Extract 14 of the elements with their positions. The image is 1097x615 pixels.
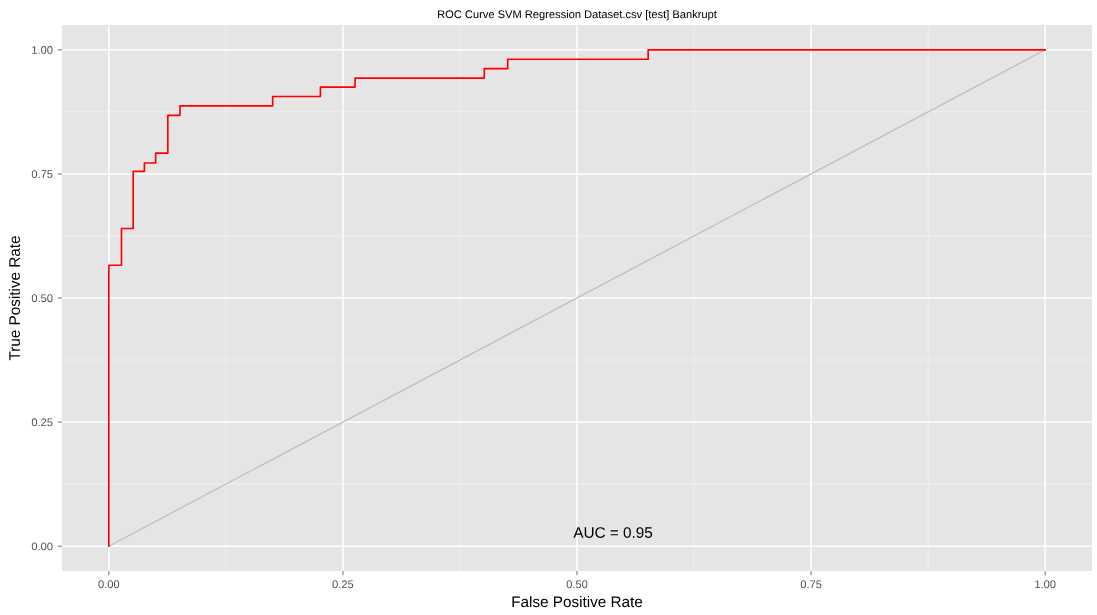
x-tick-label: 0.00 bbox=[98, 580, 120, 589]
x-tick-label: 0.50 bbox=[566, 580, 588, 589]
x-tick-label: 1.00 bbox=[1035, 580, 1056, 589]
chart-title: ROC Curve SVM Regression Dataset.csv [test] Bankrupt bbox=[438, 10, 717, 21]
y-tick-label: 0.75 bbox=[31, 170, 53, 179]
y-tick-label: 0.25 bbox=[31, 418, 53, 427]
y-tick-label: 1.00 bbox=[32, 46, 53, 54]
x-tick-label: 0.75 bbox=[800, 580, 822, 589]
annotation: AUC = 0.95 bbox=[573, 527, 653, 538]
y-tick-label: 0.50 bbox=[31, 294, 53, 303]
y-axis-title: True Positive Rate bbox=[8, 236, 20, 361]
x-axis-title: False Positive Rate bbox=[512, 595, 643, 608]
y-tick-label: 0.00 bbox=[31, 542, 53, 551]
x-tick-label: 0.25 bbox=[332, 580, 354, 589]
